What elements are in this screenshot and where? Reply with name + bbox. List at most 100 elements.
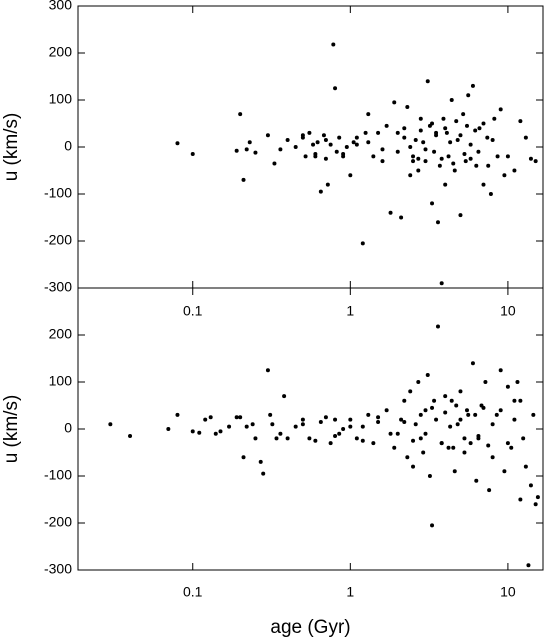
data-point [318, 419, 323, 424]
data-point [455, 137, 460, 142]
data-point [443, 410, 448, 415]
data-point [486, 163, 491, 168]
data-point [371, 154, 376, 159]
data-point [443, 126, 448, 131]
data-point [300, 417, 305, 422]
data-point [468, 441, 473, 446]
data-point [411, 438, 416, 443]
data-point [405, 455, 410, 460]
data-point [434, 130, 439, 135]
data-point [470, 361, 475, 366]
data-point [203, 417, 208, 422]
data-point [432, 149, 437, 154]
data-point [455, 422, 460, 427]
x-tick-label: 10 [500, 584, 516, 600]
data-point [528, 483, 533, 488]
data-point [490, 137, 495, 142]
data-point [128, 434, 133, 439]
data-point [451, 161, 456, 166]
data-point [418, 412, 423, 417]
data-point [408, 145, 413, 149]
data-point [518, 497, 523, 502]
data-point [512, 398, 517, 403]
data-point [454, 403, 459, 408]
data-point [464, 408, 469, 413]
data-point [402, 398, 407, 403]
y-axis-label: u (km/s) [1, 113, 22, 182]
data-point [434, 417, 439, 422]
data-point [395, 130, 400, 135]
data-point [515, 380, 520, 384]
data-point [476, 434, 481, 439]
data-point [483, 380, 488, 384]
data-point [244, 147, 249, 152]
data-point [371, 441, 376, 446]
data-point [502, 469, 507, 474]
data-point [360, 241, 365, 246]
x-tick-label: 10 [500, 303, 516, 319]
data-point [360, 438, 365, 443]
data-point [328, 441, 333, 446]
data-point [418, 128, 423, 133]
data-point [474, 163, 479, 168]
data-point [495, 154, 500, 159]
data-point [461, 112, 466, 117]
data-point [411, 154, 416, 159]
data-point [518, 119, 523, 124]
data-point [411, 159, 416, 164]
data-point [451, 445, 456, 450]
data-point [190, 429, 195, 434]
data-point [354, 135, 359, 140]
data-point [416, 168, 421, 173]
data-point [323, 137, 328, 142]
data-point [473, 128, 478, 133]
data-point [315, 140, 320, 145]
data-point [430, 121, 435, 126]
data-point [300, 135, 305, 140]
data-point [376, 415, 381, 420]
data-point [452, 168, 457, 173]
data-point [505, 441, 510, 446]
data-point [464, 123, 469, 128]
data-point [462, 152, 467, 157]
data-point [521, 436, 526, 441]
data-point [437, 163, 442, 168]
data-point [402, 126, 407, 131]
data-point [392, 445, 397, 450]
data-point [268, 412, 273, 417]
data-point [244, 424, 249, 429]
data-point [468, 142, 473, 147]
data-point [175, 412, 180, 417]
data-point [348, 424, 353, 429]
data-point [175, 141, 180, 146]
data-point [333, 417, 338, 422]
data-point [408, 173, 413, 178]
data-point [462, 436, 467, 441]
data-point [241, 177, 246, 182]
data-point [416, 156, 421, 161]
data-point [523, 135, 528, 140]
data-point [512, 168, 517, 173]
data-point [505, 384, 510, 389]
data-point [261, 471, 266, 476]
data-point [481, 405, 486, 410]
data-point [366, 412, 371, 417]
data-point [234, 148, 239, 153]
data-point [425, 372, 430, 377]
x-axis-label: age (Gyr) [270, 617, 350, 638]
plot-frame [77, 287, 544, 571]
data-point [384, 123, 389, 128]
data-point [258, 459, 263, 464]
y-tick-label: -100 [44, 185, 72, 201]
data-point [190, 152, 195, 157]
data-point [423, 159, 428, 164]
data-point [458, 389, 463, 394]
data-point [505, 154, 510, 159]
x-tick-label: 1 [346, 303, 354, 319]
data-point [502, 173, 507, 178]
y-tick-label: 200 [49, 326, 73, 342]
data-point [435, 324, 440, 329]
data-point [413, 422, 418, 427]
data-point [395, 431, 400, 436]
data-point [448, 424, 453, 429]
